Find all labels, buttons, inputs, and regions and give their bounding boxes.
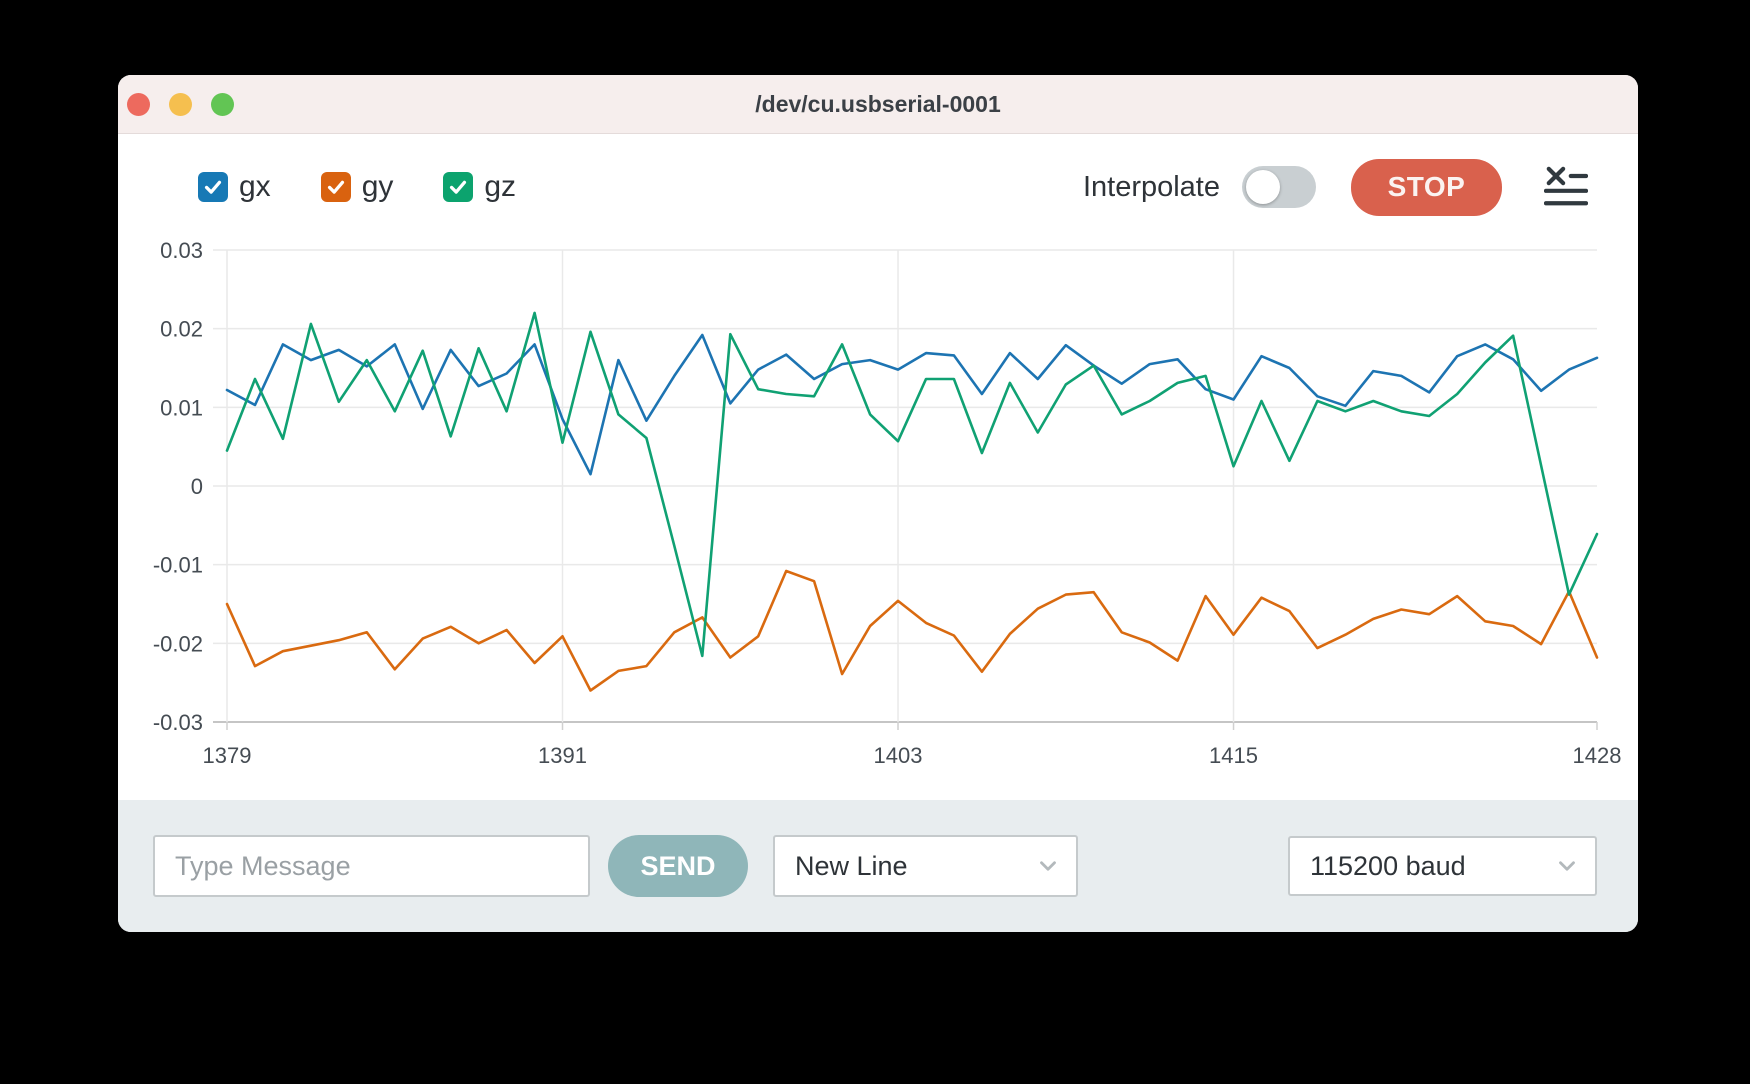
series-line-gy [225, 569, 1599, 692]
series-line-gz [225, 311, 1599, 658]
series-legend: gx gy gz [198, 170, 566, 204]
legend-label: gx [239, 170, 271, 203]
zoom-button[interactable] [211, 92, 234, 116]
check-icon [327, 180, 344, 194]
legend-item-gx[interactable]: gx [198, 170, 271, 204]
line-ending-value: New Line [795, 850, 908, 881]
toggle-knob [1246, 170, 1280, 204]
line-ending-select[interactable]: New Line [773, 835, 1078, 897]
chevron-down-icon [1559, 861, 1575, 871]
svg-text:1403: 1403 [874, 743, 923, 768]
interpolate-label: Interpolate [1082, 170, 1220, 203]
close-button[interactable] [127, 92, 150, 116]
gz-checkbox[interactable] [443, 172, 474, 202]
legend-item-gz[interactable]: gz [443, 170, 516, 204]
gx-checkbox[interactable] [198, 172, 228, 202]
svg-text:-0.03: -0.03 [153, 710, 203, 735]
svg-text:1391: 1391 [538, 743, 587, 768]
svg-text:-0.02: -0.02 [153, 631, 203, 656]
check-icon [204, 180, 222, 194]
svg-text:-0.01: -0.01 [153, 553, 203, 578]
legend-item-gy[interactable]: gy [320, 170, 394, 204]
minimize-button[interactable] [169, 92, 192, 116]
message-input[interactable] [153, 835, 590, 897]
send-button[interactable]: SEND [608, 835, 748, 897]
series-line-gx [225, 333, 1599, 476]
legend-label: gz [484, 170, 517, 203]
chevron-down-icon [1040, 861, 1056, 871]
svg-text:0.01: 0.01 [160, 395, 203, 420]
toolbar-right-controls: Interpolate STOP [1082, 158, 1588, 216]
traffic-lights [118, 75, 234, 133]
serial-plotter-window: /dev/cu.usbserial-0001 gx gy gz [118, 75, 1638, 932]
gy-checkbox[interactable] [320, 172, 351, 202]
bottombar: SEND New Line 115200 baud [118, 800, 1638, 932]
svg-text:0.03: 0.03 [160, 238, 203, 263]
clear-list-icon[interactable] [1544, 164, 1588, 210]
titlebar: /dev/cu.usbserial-0001 [118, 75, 1638, 134]
baud-rate-value: 115200 baud [1310, 850, 1466, 881]
baud-rate-select[interactable]: 115200 baud [1288, 836, 1597, 896]
svg-text:0.02: 0.02 [160, 317, 203, 342]
interpolate-toggle[interactable] [1242, 166, 1316, 208]
toolbar: gx gy gz Interpolate STOP [198, 158, 1588, 216]
svg-text:1415: 1415 [1209, 743, 1258, 768]
stop-button[interactable]: STOP [1351, 158, 1502, 216]
svg-text:1428: 1428 [1573, 743, 1622, 768]
legend-label: gy [361, 170, 394, 203]
check-icon [450, 180, 467, 194]
svg-text:0: 0 [191, 474, 203, 499]
window-title: /dev/cu.usbserial-0001 [755, 90, 1001, 117]
svg-text:1379: 1379 [203, 743, 252, 768]
